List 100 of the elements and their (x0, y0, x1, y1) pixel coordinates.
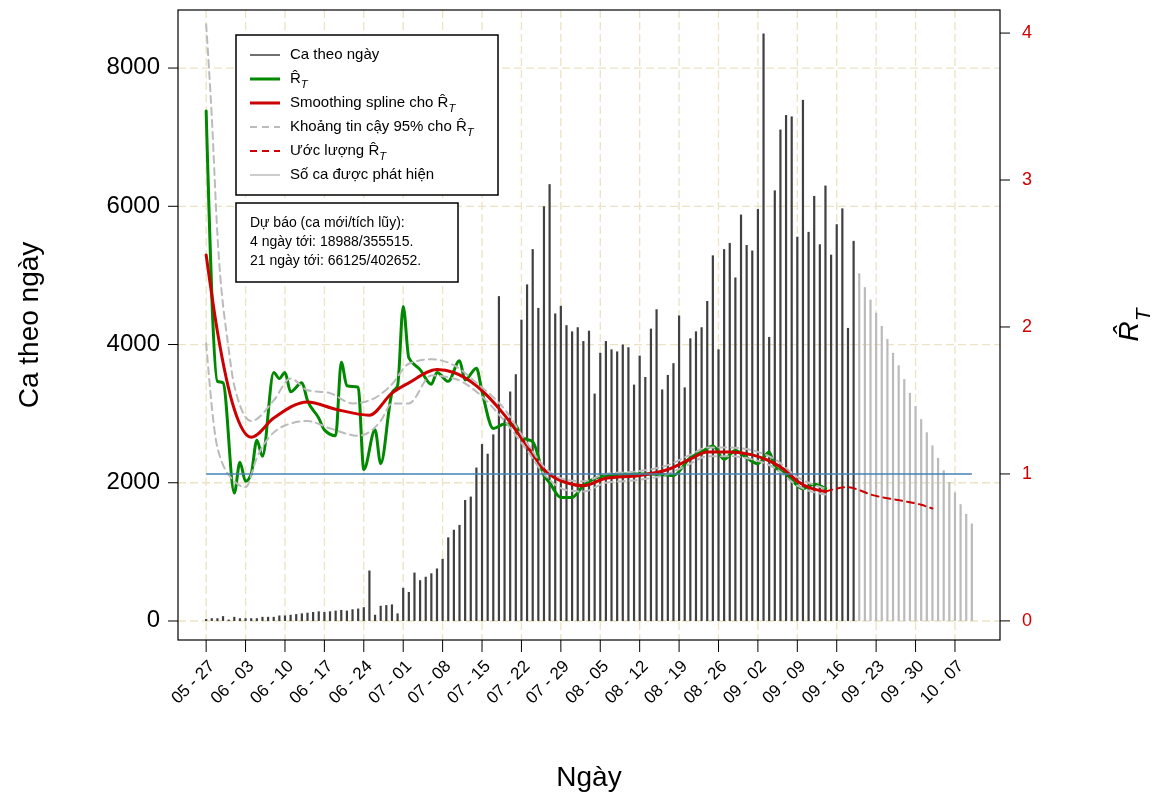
bar (953, 492, 957, 621)
bar (469, 496, 472, 621)
y-tick-label: 2000 (106, 467, 160, 495)
bar (863, 287, 866, 621)
bar (238, 618, 242, 621)
bar (480, 444, 484, 621)
legend-label: Khoảng tin cậy 95% cho R̂$_{T}$ (290, 116, 475, 138)
bar (655, 309, 658, 621)
bar (283, 615, 287, 621)
bar (914, 406, 917, 621)
bar (216, 618, 219, 621)
bar (610, 349, 613, 621)
bar (835, 224, 838, 621)
bar (255, 618, 258, 621)
bar (221, 616, 225, 621)
legend-label: Ước lượng R̂$_{T}$ (290, 140, 388, 162)
bar (430, 573, 433, 621)
bar (261, 616, 264, 621)
bar (379, 605, 382, 621)
y2-tick-label: 0 (1022, 609, 1033, 630)
bar (368, 570, 371, 621)
bar (458, 524, 461, 621)
bar (779, 129, 782, 621)
bar (492, 434, 495, 621)
bar (948, 482, 951, 621)
bar (295, 614, 298, 621)
bar (278, 615, 281, 621)
bar (959, 504, 962, 621)
bar (435, 568, 439, 621)
bar (858, 273, 861, 621)
bar (413, 572, 416, 621)
bar (965, 513, 968, 621)
bar (250, 618, 253, 621)
bar (210, 618, 213, 621)
bar (351, 609, 354, 621)
line-series (205, 342, 827, 496)
bar (762, 33, 765, 621)
x-axis-title: Ngày (556, 761, 622, 792)
y-tick-label: 4000 (106, 328, 160, 356)
bar (486, 453, 489, 621)
bar (244, 618, 247, 621)
y-tick-label: 6000 (106, 190, 160, 218)
bar (396, 613, 399, 621)
bar (328, 611, 332, 621)
bar (931, 445, 934, 621)
bar (447, 537, 450, 621)
bar (649, 328, 653, 621)
bar (390, 604, 394, 621)
bar (897, 365, 900, 621)
bar (824, 185, 827, 621)
bar (317, 611, 320, 621)
bar (936, 457, 940, 621)
bar (362, 607, 365, 621)
bar (807, 231, 810, 621)
bar (340, 609, 343, 621)
bar (925, 432, 928, 621)
y-axis-title: Ca theo ngày (13, 241, 44, 409)
bar (891, 352, 895, 621)
bar (385, 605, 388, 621)
bar (672, 363, 675, 621)
bar (306, 612, 309, 621)
bar (970, 523, 973, 621)
bar (520, 319, 523, 621)
y-tick-label: 8000 (106, 52, 160, 80)
legend-label: Smoothing spline cho R̂$_{T}$ (290, 92, 457, 114)
bar (886, 339, 889, 621)
bar (452, 529, 455, 621)
bar (880, 325, 883, 621)
bar (903, 379, 906, 621)
bar (323, 612, 326, 621)
bar (300, 613, 303, 621)
bar (441, 558, 444, 621)
y2-tick-label: 4 (1022, 21, 1033, 42)
bar (942, 470, 945, 621)
y2-tick-label: 3 (1022, 168, 1033, 189)
legend-label: Ca theo ngày (290, 44, 380, 62)
bar (869, 299, 872, 621)
bar (627, 347, 630, 621)
bar (875, 312, 878, 621)
bar (424, 576, 427, 621)
annotation: 21 ngày tới: 66125/402652. (250, 251, 422, 268)
bar (846, 327, 850, 621)
y2-tick-label: 1 (1022, 462, 1033, 483)
bar (407, 591, 410, 621)
y-tick-label: 0 (146, 605, 160, 633)
annotation: Dự báo (ca mới/tích lũy): (250, 213, 405, 230)
bar (312, 612, 315, 621)
bar (852, 240, 855, 621)
legend-label: R̂$_{T}$ (290, 68, 309, 90)
annotation: 4 ngày tới: 18988/355515. (250, 232, 414, 249)
y2-tick-label: 2 (1022, 315, 1033, 336)
line-series (205, 23, 827, 490)
bar (565, 325, 568, 621)
bar (717, 349, 720, 621)
bar (830, 254, 833, 621)
bar (548, 184, 551, 621)
bar (464, 500, 467, 621)
bar (419, 580, 422, 621)
bar (503, 418, 506, 621)
legend-label: Số ca được phát hiện (290, 164, 435, 182)
